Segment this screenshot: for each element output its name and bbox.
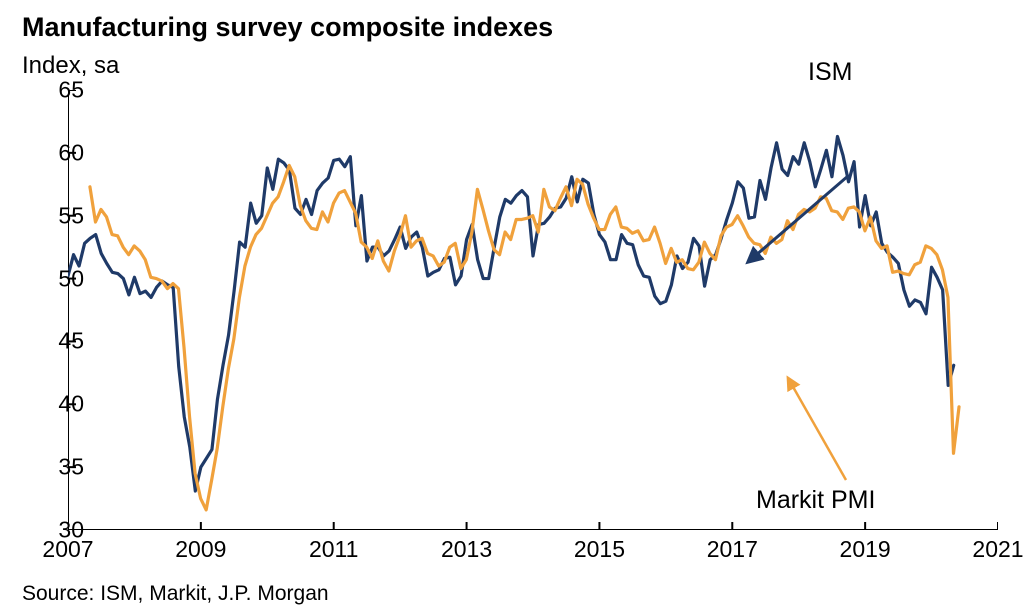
x-tick-label: 2019 [840,536,891,563]
chart-plot [68,90,998,530]
series-label-ism: ISM [808,58,852,87]
series-label-markit: Markit PMI [756,486,875,515]
x-tick-label: 2007 [42,536,93,563]
y-tick-label: 55 [34,202,84,229]
x-tick-label: 2021 [972,536,1023,563]
x-tick-label: 2015 [574,536,625,563]
y-tick-label: 35 [34,454,84,481]
x-tick-label: 2009 [175,536,226,563]
y-tick-label: 60 [34,139,84,166]
annotation-arrow [788,378,846,480]
chart-title: Manufacturing survey composite indexes [22,12,553,43]
y-tick-label: 40 [34,391,84,418]
series-line-markit-pmi [90,165,959,509]
chart-container: Manufacturing survey composite indexes I… [0,0,1024,616]
x-tick-label: 2017 [707,536,758,563]
chart-source: Source: ISM, Markit, J.P. Morgan [22,582,329,606]
y-tick-label: 45 [34,328,84,355]
x-tick-label: 2013 [441,536,492,563]
y-tick-label: 50 [34,265,84,292]
x-tick-label: 2011 [309,536,358,563]
y-tick-label: 65 [34,77,84,104]
